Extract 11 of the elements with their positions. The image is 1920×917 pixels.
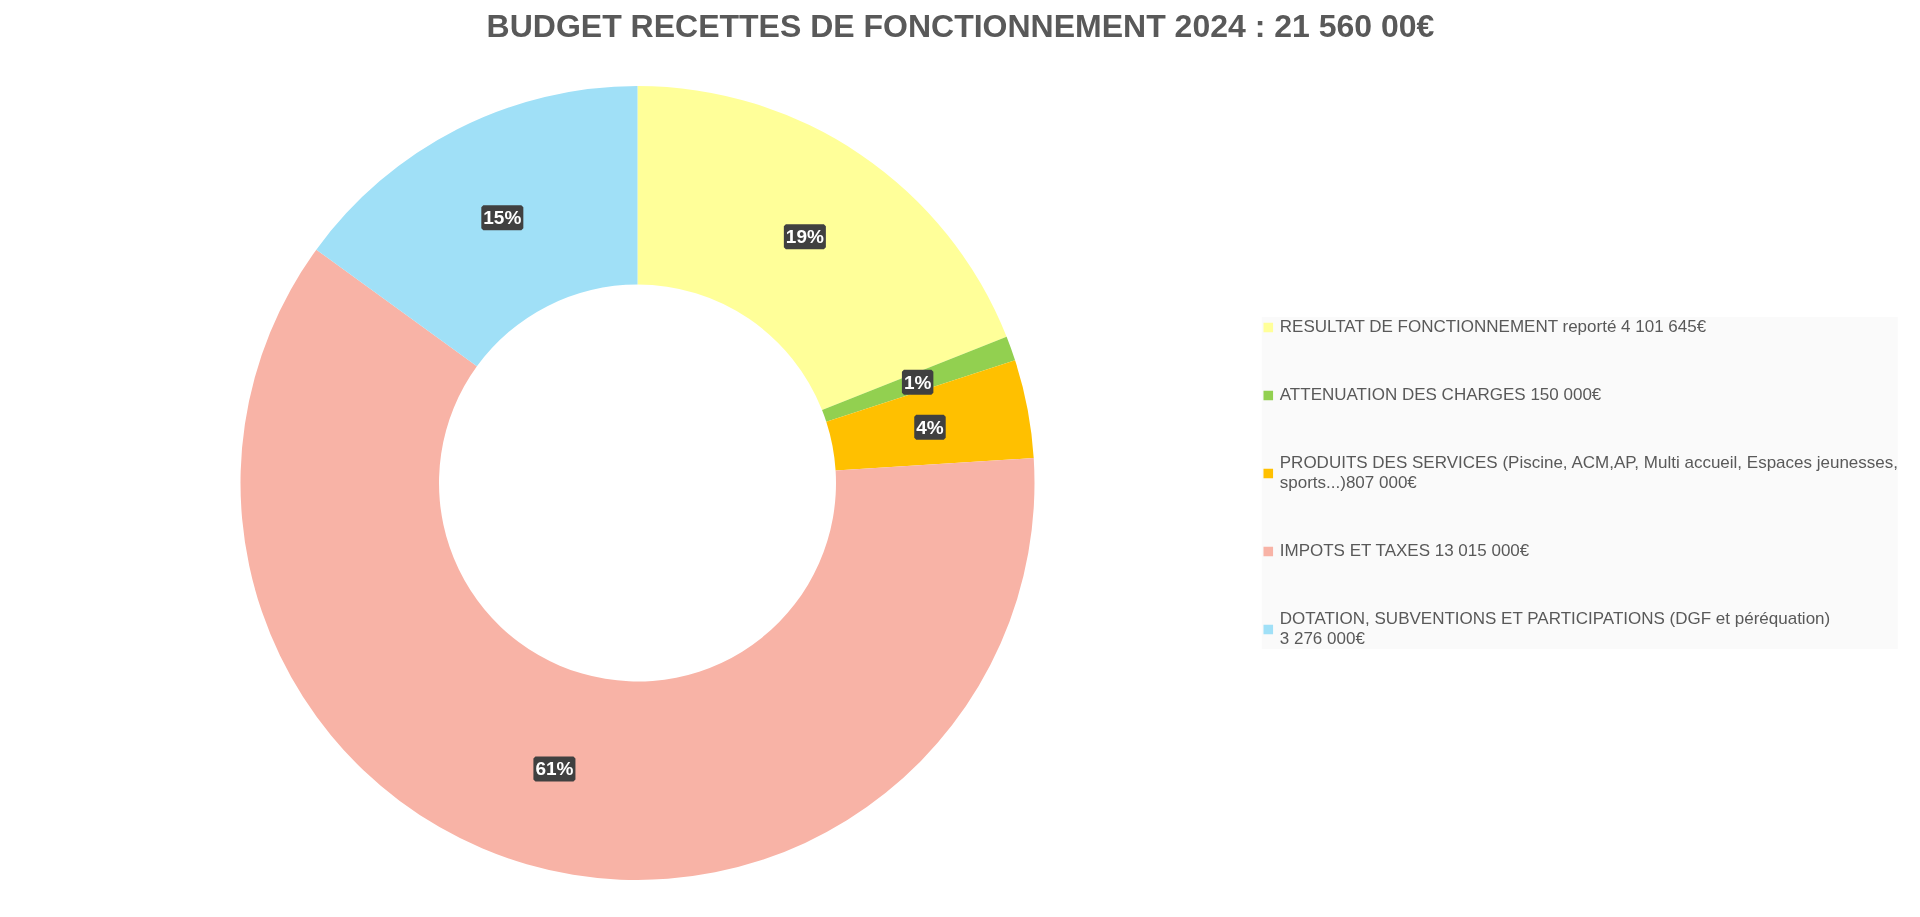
legend-label: PRODUITS DES SERVICES (Piscine, ACM,AP, Multi accueil, Espaces jeunesses, sports...)807 000€ xyxy=(1279,452,1898,493)
data-label: 61% xyxy=(535,758,574,780)
legend-label: RESULTAT DE FONCTIONNEMENT reporté 4 101 645€ xyxy=(1279,316,1707,337)
legend-label: DOTATION, SUBVENTIONS ET PARTICIPATIONS (DGF et péréquation) 3 276 000€ xyxy=(1279,608,1831,649)
legend-label: IMPOTS ET TAXES 13 015 000€ xyxy=(1279,540,1530,561)
chart-title: BUDGET RECETTES DE FONCTIONNEMENT 2024 : 21 560 00€ xyxy=(486,7,1435,44)
data-label: 19% xyxy=(785,226,824,248)
legend-label: ATTENUATION DES CHARGES 150 000€ xyxy=(1279,384,1602,405)
data-label: 15% xyxy=(483,207,522,229)
data-label: 1% xyxy=(903,371,932,393)
data-label: 4% xyxy=(916,416,944,438)
